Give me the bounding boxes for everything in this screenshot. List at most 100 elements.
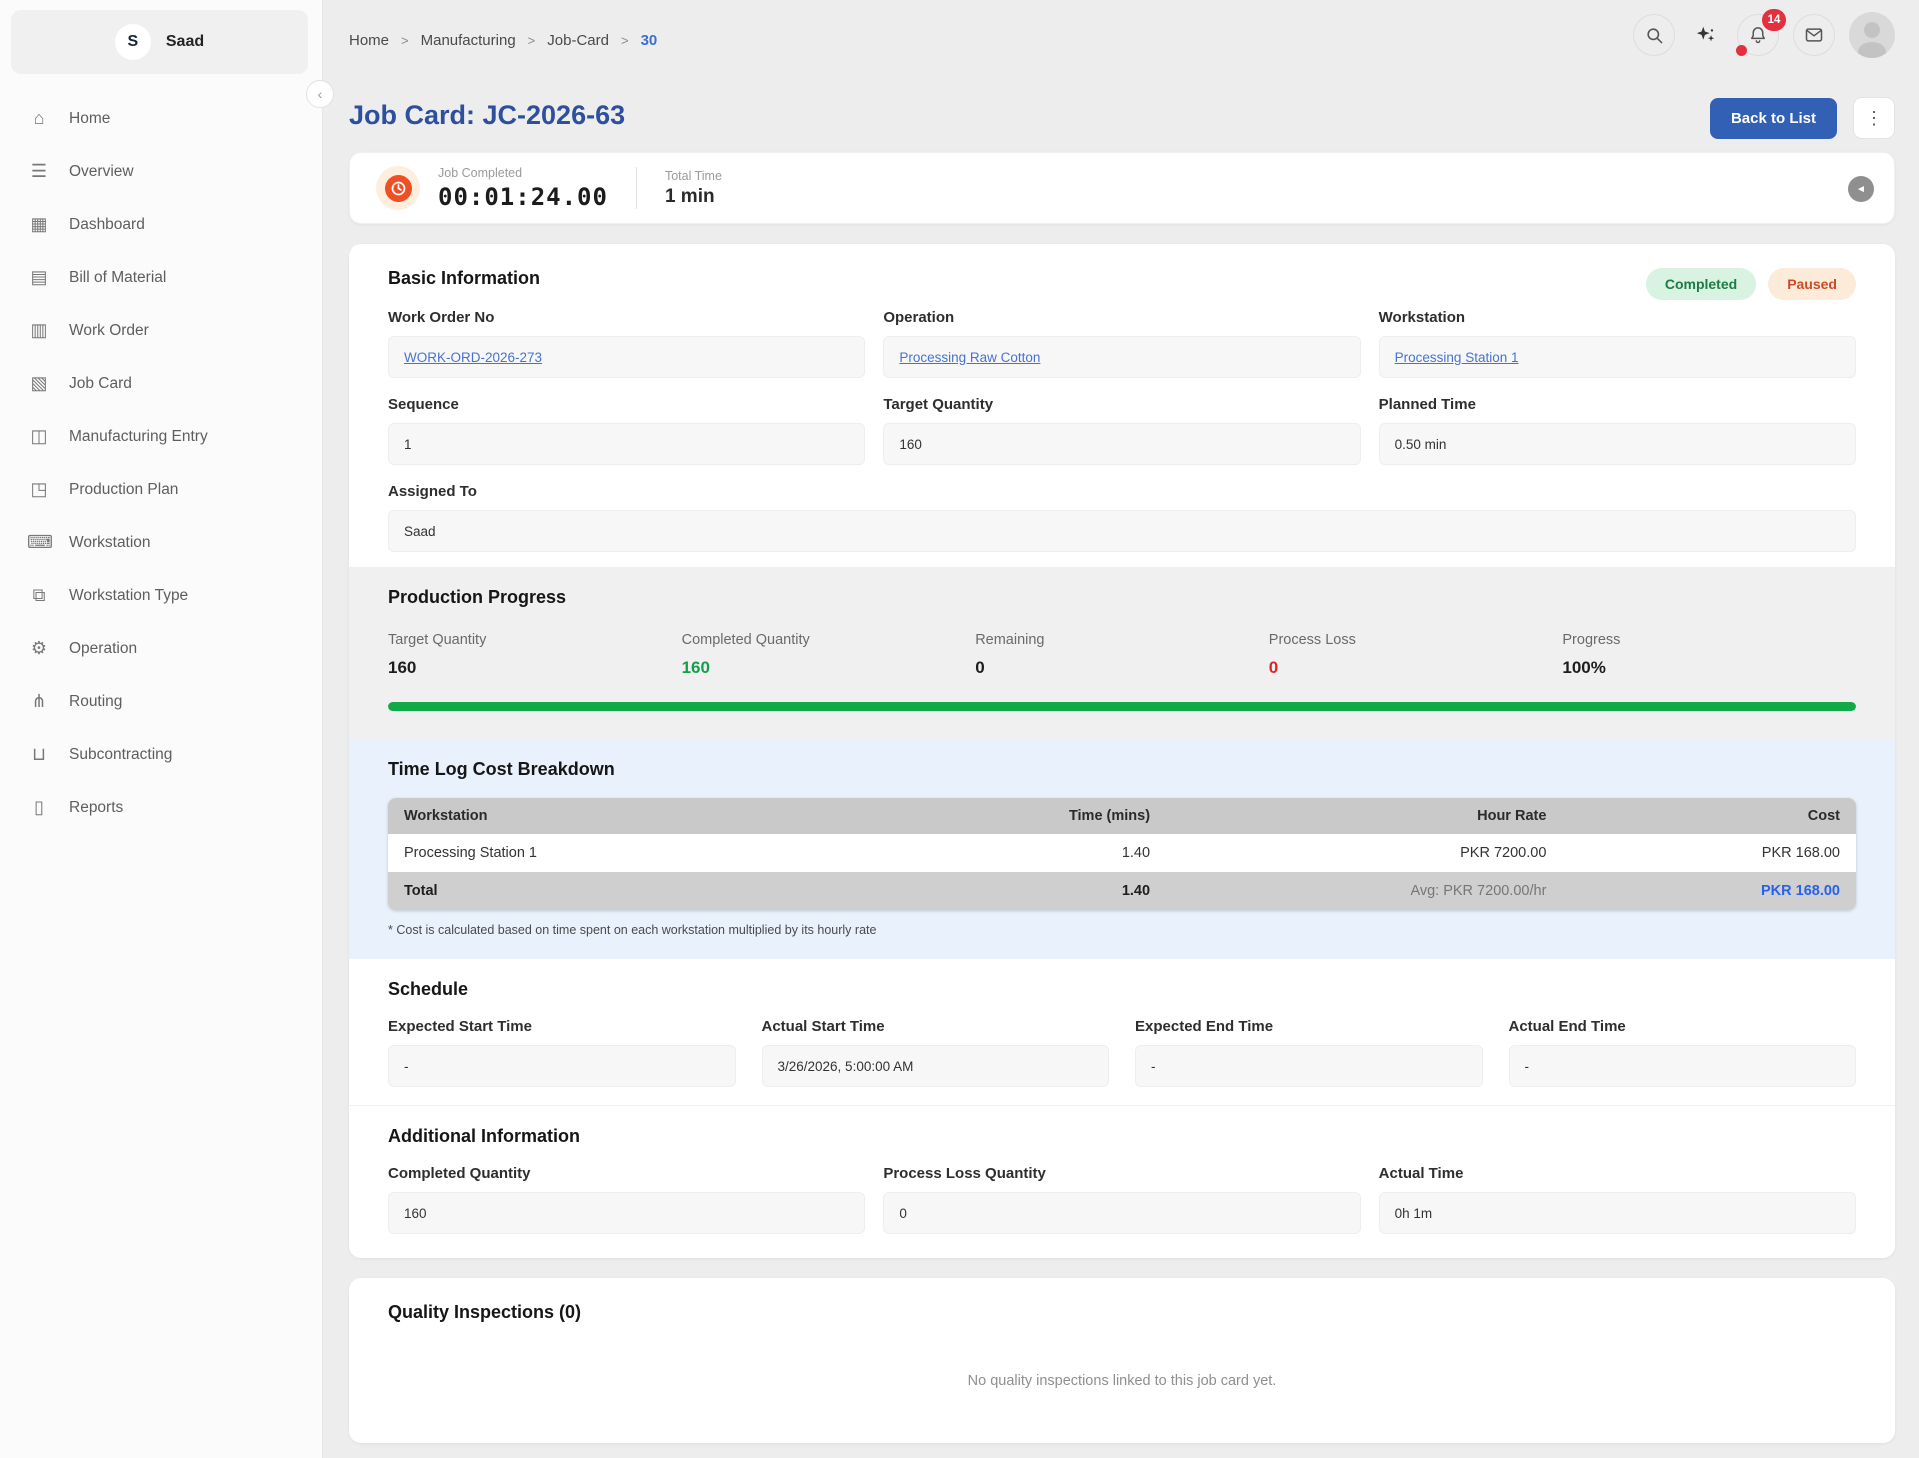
quality-empty-message: No quality inspections linked to this jo… <box>388 1373 1856 1389</box>
messages-button[interactable] <box>1793 14 1835 56</box>
sparkles-icon <box>1695 24 1717 46</box>
sidebar-item-home[interactable]: ⌂ Home <box>0 92 322 145</box>
total-avg-rate: Avg: PKR 7200.00/hr <box>1166 872 1562 910</box>
search-button[interactable] <box>1633 14 1675 56</box>
cell-cost: PKR 168.00 <box>1562 834 1856 872</box>
work-order-icon: ▥ <box>27 320 51 341</box>
basic-information-title: Basic Information <box>388 268 1856 289</box>
timer-collapse-button[interactable]: ◄ <box>1848 176 1874 202</box>
basic-information-section: Basic Information Completed Paused Work … <box>349 244 1895 552</box>
timer-card: Job Completed 00:01:24.00 Total Time 1 m… <box>349 152 1895 224</box>
operation-icon: ⚙ <box>27 638 51 659</box>
breadcrumb-current: 30 <box>641 32 658 49</box>
col-cost: Cost <box>1562 798 1856 834</box>
topbar-actions: 14 <box>1633 12 1895 58</box>
time-log-total-row: Total 1.40 Avg: PKR 7200.00/hr PKR 168.0… <box>388 872 1856 910</box>
additional-information-section: Additional Information Completed Quantit… <box>349 1105 1895 1256</box>
ai-assistant-button[interactable] <box>1689 14 1723 56</box>
work-order-link[interactable]: WORK-ORD-2026-273 <box>404 350 542 365</box>
user-initial: S <box>128 33 139 51</box>
job-completed-time: 00:01:24.00 <box>438 183 608 211</box>
field-sequence: Sequence 1 <box>388 396 865 465</box>
back-to-list-button[interactable]: Back to List <box>1710 98 1837 139</box>
notifications-button[interactable]: 14 <box>1737 14 1779 56</box>
cell-hour-rate: PKR 7200.00 <box>1166 834 1562 872</box>
title-actions: Back to List ⋮ <box>1710 97 1895 139</box>
sidebar-item-label: Production Plan <box>69 481 178 499</box>
field-process-loss-quantity: Process Loss Quantity 0 <box>883 1165 1360 1234</box>
sidebar-item-bill-of-material[interactable]: ▤ Bill of Material <box>0 251 322 304</box>
sidebar-item-label: Overview <box>69 163 134 181</box>
status-badges: Completed Paused <box>1646 268 1856 300</box>
field-expected-start-time: Expected Start Time - <box>388 1018 736 1087</box>
mail-icon <box>1804 25 1824 45</box>
production-plan-icon: ◳ <box>27 479 51 500</box>
field-operation: Operation Processing Raw Cotton <box>883 309 1360 378</box>
cost-footnote: * Cost is calculated based on time spent… <box>388 923 1856 937</box>
person-icon <box>1849 12 1895 58</box>
notification-dot <box>1736 45 1747 56</box>
manufacturing-entry-icon: ◫ <box>27 426 51 447</box>
col-time: Time (mins) <box>917 798 1167 834</box>
routing-icon: ⋔ <box>27 691 51 712</box>
col-workstation: Workstation <box>388 798 917 834</box>
more-options-button[interactable]: ⋮ <box>1853 97 1895 139</box>
field-actual-start-time: Actual Start Time 3/26/2026, 5:00:00 AM <box>762 1018 1110 1087</box>
sidebar-item-label: Bill of Material <box>69 269 166 287</box>
job-card-icon: ▧ <box>27 373 51 394</box>
clock-icon <box>390 180 407 197</box>
sidebar: S Saad ‹ ⌂ Home ☰ Overview ▦ Dashboard ▤… <box>0 0 323 1458</box>
operation-link[interactable]: Processing Raw Cotton <box>899 350 1040 365</box>
field-assigned-to: Assigned To Saad <box>388 483 1856 552</box>
sidebar-user-card[interactable]: S Saad <box>11 10 308 74</box>
sidebar-item-operation[interactable]: ⚙ Operation <box>0 622 322 675</box>
workstation-link[interactable]: Processing Station 1 <box>1395 350 1519 365</box>
sidebar-item-dashboard[interactable]: ▦ Dashboard <box>0 198 322 251</box>
stat-target-quantity: Target Quantity 160 <box>388 632 682 678</box>
breadcrumb-job-card[interactable]: Job-Card <box>547 32 609 49</box>
field-expected-end-time: Expected End Time - <box>1135 1018 1483 1087</box>
profile-avatar[interactable] <box>1849 12 1895 58</box>
dashboard-icon: ▦ <box>27 214 51 235</box>
sidebar-item-workstation[interactable]: ⌨ Workstation <box>0 516 322 569</box>
clock-icon-wrap <box>376 166 420 210</box>
sidebar-item-routing[interactable]: ⋔ Routing <box>0 675 322 728</box>
sidebar-item-job-card[interactable]: ▧ Job Card <box>0 357 322 410</box>
breadcrumb-manufacturing[interactable]: Manufacturing <box>421 32 516 49</box>
sidebar-item-label: Reports <box>69 799 123 817</box>
production-progress-title: Production Progress <box>388 587 1856 608</box>
sidebar-collapse-button[interactable]: ‹ <box>306 80 334 108</box>
time-log-title: Time Log Cost Breakdown <box>388 759 1856 780</box>
sidebar-item-reports[interactable]: ▯ Reports <box>0 781 322 834</box>
page-title: Job Card: JC-2026-63 <box>349 100 625 131</box>
field-target-quantity: Target Quantity 160 <box>883 396 1360 465</box>
sidebar-item-subcontracting[interactable]: ⊔ Subcontracting <box>0 728 322 781</box>
user-avatar: S <box>115 24 151 60</box>
sidebar-item-manufacturing-entry[interactable]: ◫ Manufacturing Entry <box>0 410 322 463</box>
breadcrumb-home[interactable]: Home <box>349 32 389 49</box>
sidebar-item-production-plan[interactable]: ◳ Production Plan <box>0 463 322 516</box>
reports-icon: ▯ <box>27 797 51 818</box>
breadcrumb: Home > Manufacturing > Job-Card > 30 <box>349 32 657 49</box>
job-card-detail: Basic Information Completed Paused Work … <box>349 244 1895 1258</box>
main-content: Home > Manufacturing > Job-Card > 30 14 <box>324 0 1919 1458</box>
timer-divider <box>636 167 637 209</box>
sidebar-item-label: Workstation Type <box>69 587 188 605</box>
sidebar-item-workstation-type[interactable]: ⧉ Workstation Type <box>0 569 322 622</box>
total-label: Total <box>388 872 917 910</box>
schedule-section: Schedule Expected Start Time - Actual St… <box>349 959 1895 1105</box>
field-actual-time: Actual Time 0h 1m <box>1379 1165 1856 1234</box>
quality-inspections-title: Quality Inspections (0) <box>388 1302 1856 1323</box>
production-progress-section: Production Progress Target Quantity 160 … <box>349 567 1895 739</box>
sidebar-item-work-order[interactable]: ▥ Work Order <box>0 304 322 357</box>
time-log-section: Time Log Cost Breakdown Workstation Time… <box>349 739 1895 959</box>
job-completed-block: Job Completed 00:01:24.00 <box>438 166 608 211</box>
time-log-row: Processing Station 1 1.40 PKR 7200.00 PK… <box>388 834 1856 872</box>
sidebar-item-overview[interactable]: ☰ Overview <box>0 145 322 198</box>
stat-remaining: Remaining 0 <box>975 632 1269 678</box>
sidebar-item-label: Home <box>69 110 110 128</box>
progress-bar-fill <box>388 702 1856 711</box>
breadcrumb-separator: > <box>401 33 409 48</box>
total-time-block: Total Time 1 min <box>665 169 722 208</box>
notification-count-badge: 14 <box>1762 9 1786 31</box>
